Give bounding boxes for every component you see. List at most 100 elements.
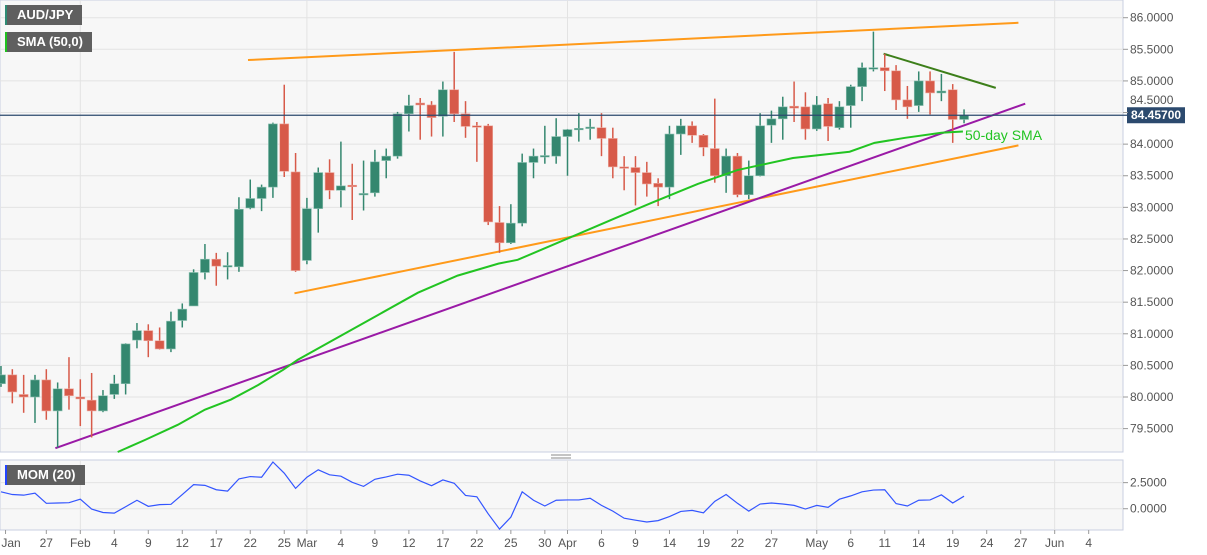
candle-up[interactable] [562, 128, 573, 176]
candle-up[interactable] [675, 118, 686, 155]
candle-up[interactable] [721, 148, 731, 193]
candle-down[interactable] [211, 252, 222, 286]
candle-body [132, 330, 142, 341]
candle-up[interactable] [166, 311, 176, 353]
candle-down[interactable] [449, 51, 460, 123]
candle-down[interactable] [494, 206, 505, 253]
candle-up[interactable] [120, 343, 131, 395]
candle-up[interactable] [109, 374, 120, 399]
candle-down[interactable] [732, 152, 743, 198]
candle-up[interactable] [766, 110, 777, 143]
candle-body [166, 320, 176, 350]
candle-down[interactable] [642, 161, 652, 197]
candle-up[interactable] [177, 303, 188, 328]
candle-up[interactable] [336, 141, 346, 208]
candle-up[interactable] [0, 366, 6, 387]
candle-down[interactable] [608, 127, 618, 179]
candle-down[interactable] [154, 327, 165, 350]
candle-body [585, 126, 595, 129]
candle-down[interactable] [630, 156, 641, 206]
candle-down[interactable] [75, 379, 86, 427]
candle-up[interactable] [256, 184, 267, 212]
candle-down[interactable] [86, 372, 97, 438]
candle-up[interactable] [188, 269, 199, 307]
candle-down[interactable] [687, 121, 697, 143]
candle-up[interactable] [370, 149, 380, 197]
candle-down[interactable] [7, 369, 18, 404]
candle-up[interactable] [132, 323, 142, 349]
candle-down[interactable] [653, 178, 663, 207]
main-plot-background [0, 0, 1124, 453]
candle-body [0, 374, 6, 385]
candle-down[interactable] [64, 357, 74, 410]
candle-up[interactable] [540, 125, 550, 164]
candle-up[interactable] [664, 125, 675, 200]
candle-up[interactable] [845, 84, 856, 128]
candle-up[interactable] [438, 81, 448, 137]
date-tick-label: 12 [402, 536, 416, 550]
price-tick-label: 86.0000 [1130, 11, 1174, 25]
momentum-legend[interactable]: MOM (20) [5, 465, 85, 485]
candle-up[interactable] [358, 160, 369, 211]
candle-up[interactable] [52, 382, 63, 448]
candle-down[interactable] [18, 374, 29, 413]
candle-down[interactable] [279, 84, 290, 178]
candle-up[interactable] [811, 96, 822, 131]
symbol-label: AUD/JPY [17, 7, 74, 22]
candle-up[interactable] [200, 244, 210, 280]
candle-up[interactable] [574, 113, 584, 142]
candle-up[interactable] [30, 374, 40, 423]
candle-down[interactable] [596, 113, 607, 157]
candle-down[interactable] [902, 85, 913, 119]
candle-up[interactable] [528, 148, 539, 179]
sma-legend[interactable]: SMA (50,0) [5, 32, 92, 52]
candle-up[interactable] [392, 111, 403, 159]
candle-up[interactable] [268, 122, 278, 198]
candle-up[interactable] [234, 197, 244, 272]
candle-body [392, 113, 403, 157]
candle-up[interactable] [551, 118, 561, 164]
candle-up[interactable] [777, 96, 788, 140]
candle-body [64, 388, 74, 397]
price-tick-label: 80.5000 [1130, 358, 1174, 372]
candle-down[interactable] [619, 156, 629, 191]
candle-down[interactable] [41, 369, 52, 420]
price-tick-label: 81.0000 [1130, 327, 1174, 341]
candle-up[interactable] [222, 252, 233, 280]
candle-up[interactable] [857, 62, 867, 102]
candle-down[interactable] [415, 97, 426, 140]
candle-down[interactable] [891, 65, 901, 110]
candle-up[interactable] [506, 204, 516, 245]
candle-down[interactable] [324, 159, 335, 200]
candle-down[interactable] [460, 101, 471, 138]
panel-resize-handle-icon[interactable] [551, 454, 571, 459]
candle-up[interactable] [245, 179, 256, 210]
candle-up[interactable] [302, 197, 312, 265]
candle-down[interactable] [709, 98, 720, 183]
candle-up[interactable] [517, 153, 527, 227]
candle-down[interactable] [879, 53, 890, 92]
candle-down[interactable] [800, 92, 811, 140]
candle-body [449, 89, 460, 115]
candle-down[interactable] [347, 163, 358, 220]
candle-down[interactable] [698, 134, 709, 157]
candle-body [460, 113, 471, 127]
candle-up[interactable] [936, 73, 947, 102]
candle-up[interactable] [868, 31, 879, 72]
candle-up[interactable] [585, 118, 595, 140]
symbol-legend[interactable]: AUD/JPY [5, 5, 83, 25]
candle-down[interactable] [925, 71, 935, 115]
candle-down[interactable] [483, 123, 493, 226]
candle-up[interactable] [913, 71, 924, 112]
date-tick-label: 24 [980, 536, 994, 550]
candle-down[interactable] [426, 101, 437, 137]
candle-up[interactable] [381, 148, 392, 179]
resistance-trendline [883, 52, 997, 89]
candle-up[interactable] [313, 167, 324, 233]
candle-up[interactable] [98, 390, 108, 413]
candle-up[interactable] [404, 94, 414, 132]
candle-down[interactable] [472, 122, 482, 162]
candle-down[interactable] [290, 152, 301, 272]
candle-down[interactable] [143, 324, 154, 358]
